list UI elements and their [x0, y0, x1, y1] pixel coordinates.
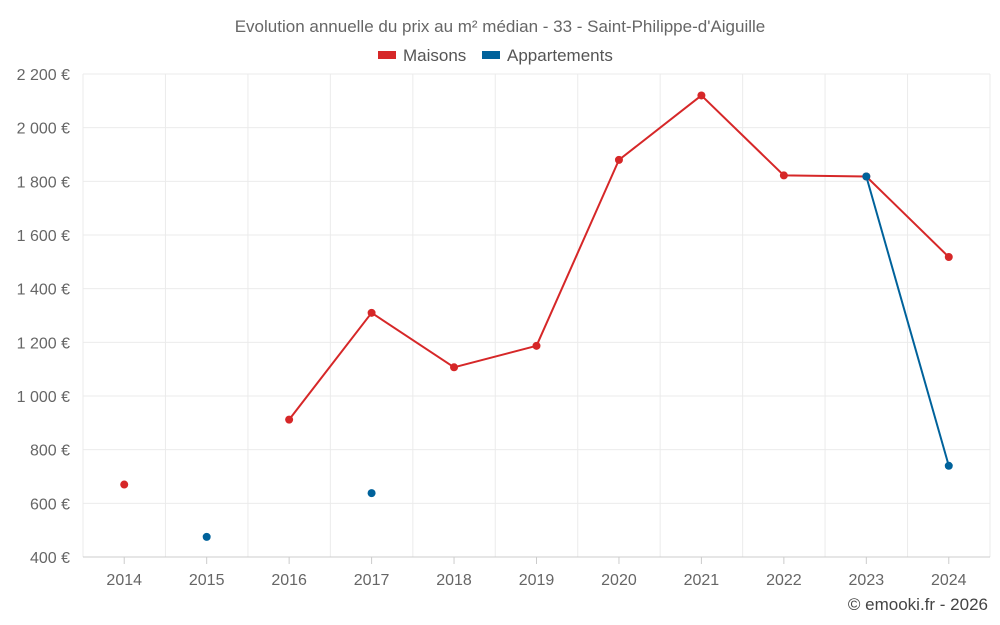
series-line-maisons: [288, 94, 950, 421]
series-maisons: [120, 91, 953, 489]
data-point-maisons-2019[interactable]: [532, 341, 541, 350]
data-point-maisons-2018[interactable]: [450, 363, 459, 372]
legend-swatch-maisons: [378, 51, 396, 59]
y-tick-label: 1 800 €: [17, 174, 70, 191]
y-tick-label: 600 €: [30, 496, 70, 513]
series-line-appartements: [865, 175, 950, 467]
y-tick-label: 2 200 €: [17, 67, 70, 84]
y-tick-label: 800 €: [30, 443, 70, 460]
data-point-appartements-2017[interactable]: [367, 489, 376, 498]
x-tick-label: 2022: [766, 572, 802, 589]
y-tick-label: 1 400 €: [17, 282, 70, 299]
data-point-maisons-2024[interactable]: [944, 253, 953, 262]
series-appartements: [202, 172, 953, 541]
grid: [82, 73, 991, 558]
y-tick-label: 1 000 €: [17, 389, 70, 406]
x-tick-label: 2016: [271, 572, 307, 589]
copyright: © emooki.fr - 2026: [848, 595, 988, 614]
x-tick-label: 2019: [519, 572, 555, 589]
legend-swatch-appartements: [482, 51, 500, 59]
y-tick-label: 1 600 €: [17, 228, 70, 245]
x-tick-label: 2018: [436, 572, 472, 589]
x-tick-label: 2017: [354, 572, 390, 589]
x-tick-label: 2024: [931, 572, 967, 589]
data-point-maisons-2017[interactable]: [367, 308, 376, 317]
legend-item-appartements[interactable]: Appartements: [482, 46, 613, 65]
legend: Maisons Appartements: [378, 46, 613, 65]
data-point-appartements-2015[interactable]: [202, 532, 211, 541]
chart-title: Evolution annuelle du prix au m² médian …: [235, 17, 766, 36]
legend-label-maisons: Maisons: [403, 46, 466, 65]
axes: 400 € 600 € 800 € 1 000 € 1 200 € 1 400 € 1 60…: [17, 67, 990, 589]
data-point-appartements-2023[interactable]: [862, 172, 871, 181]
data-point-maisons-2022[interactable]: [779, 171, 788, 180]
data-point-maisons-2016[interactable]: [285, 415, 294, 424]
legend-item-maisons[interactable]: Maisons: [378, 46, 466, 65]
x-tick-label: 2020: [601, 572, 637, 589]
series: [120, 91, 953, 541]
x-tick-label: 2023: [849, 572, 885, 589]
y-tick-label: 1 200 €: [17, 335, 70, 352]
data-point-maisons-2020[interactable]: [614, 155, 623, 164]
x-tick-label: 2021: [684, 572, 720, 589]
y-tick-label: 400 €: [30, 550, 70, 567]
data-point-maisons-2014[interactable]: [120, 480, 129, 489]
data-point-maisons-2021[interactable]: [697, 91, 706, 100]
legend-label-appartements: Appartements: [507, 46, 613, 65]
data-point-appartements-2024[interactable]: [944, 461, 953, 470]
x-tick-label: 2014: [106, 572, 142, 589]
y-tick-label: 2 000 €: [17, 121, 70, 138]
x-tick-label: 2015: [189, 572, 225, 589]
